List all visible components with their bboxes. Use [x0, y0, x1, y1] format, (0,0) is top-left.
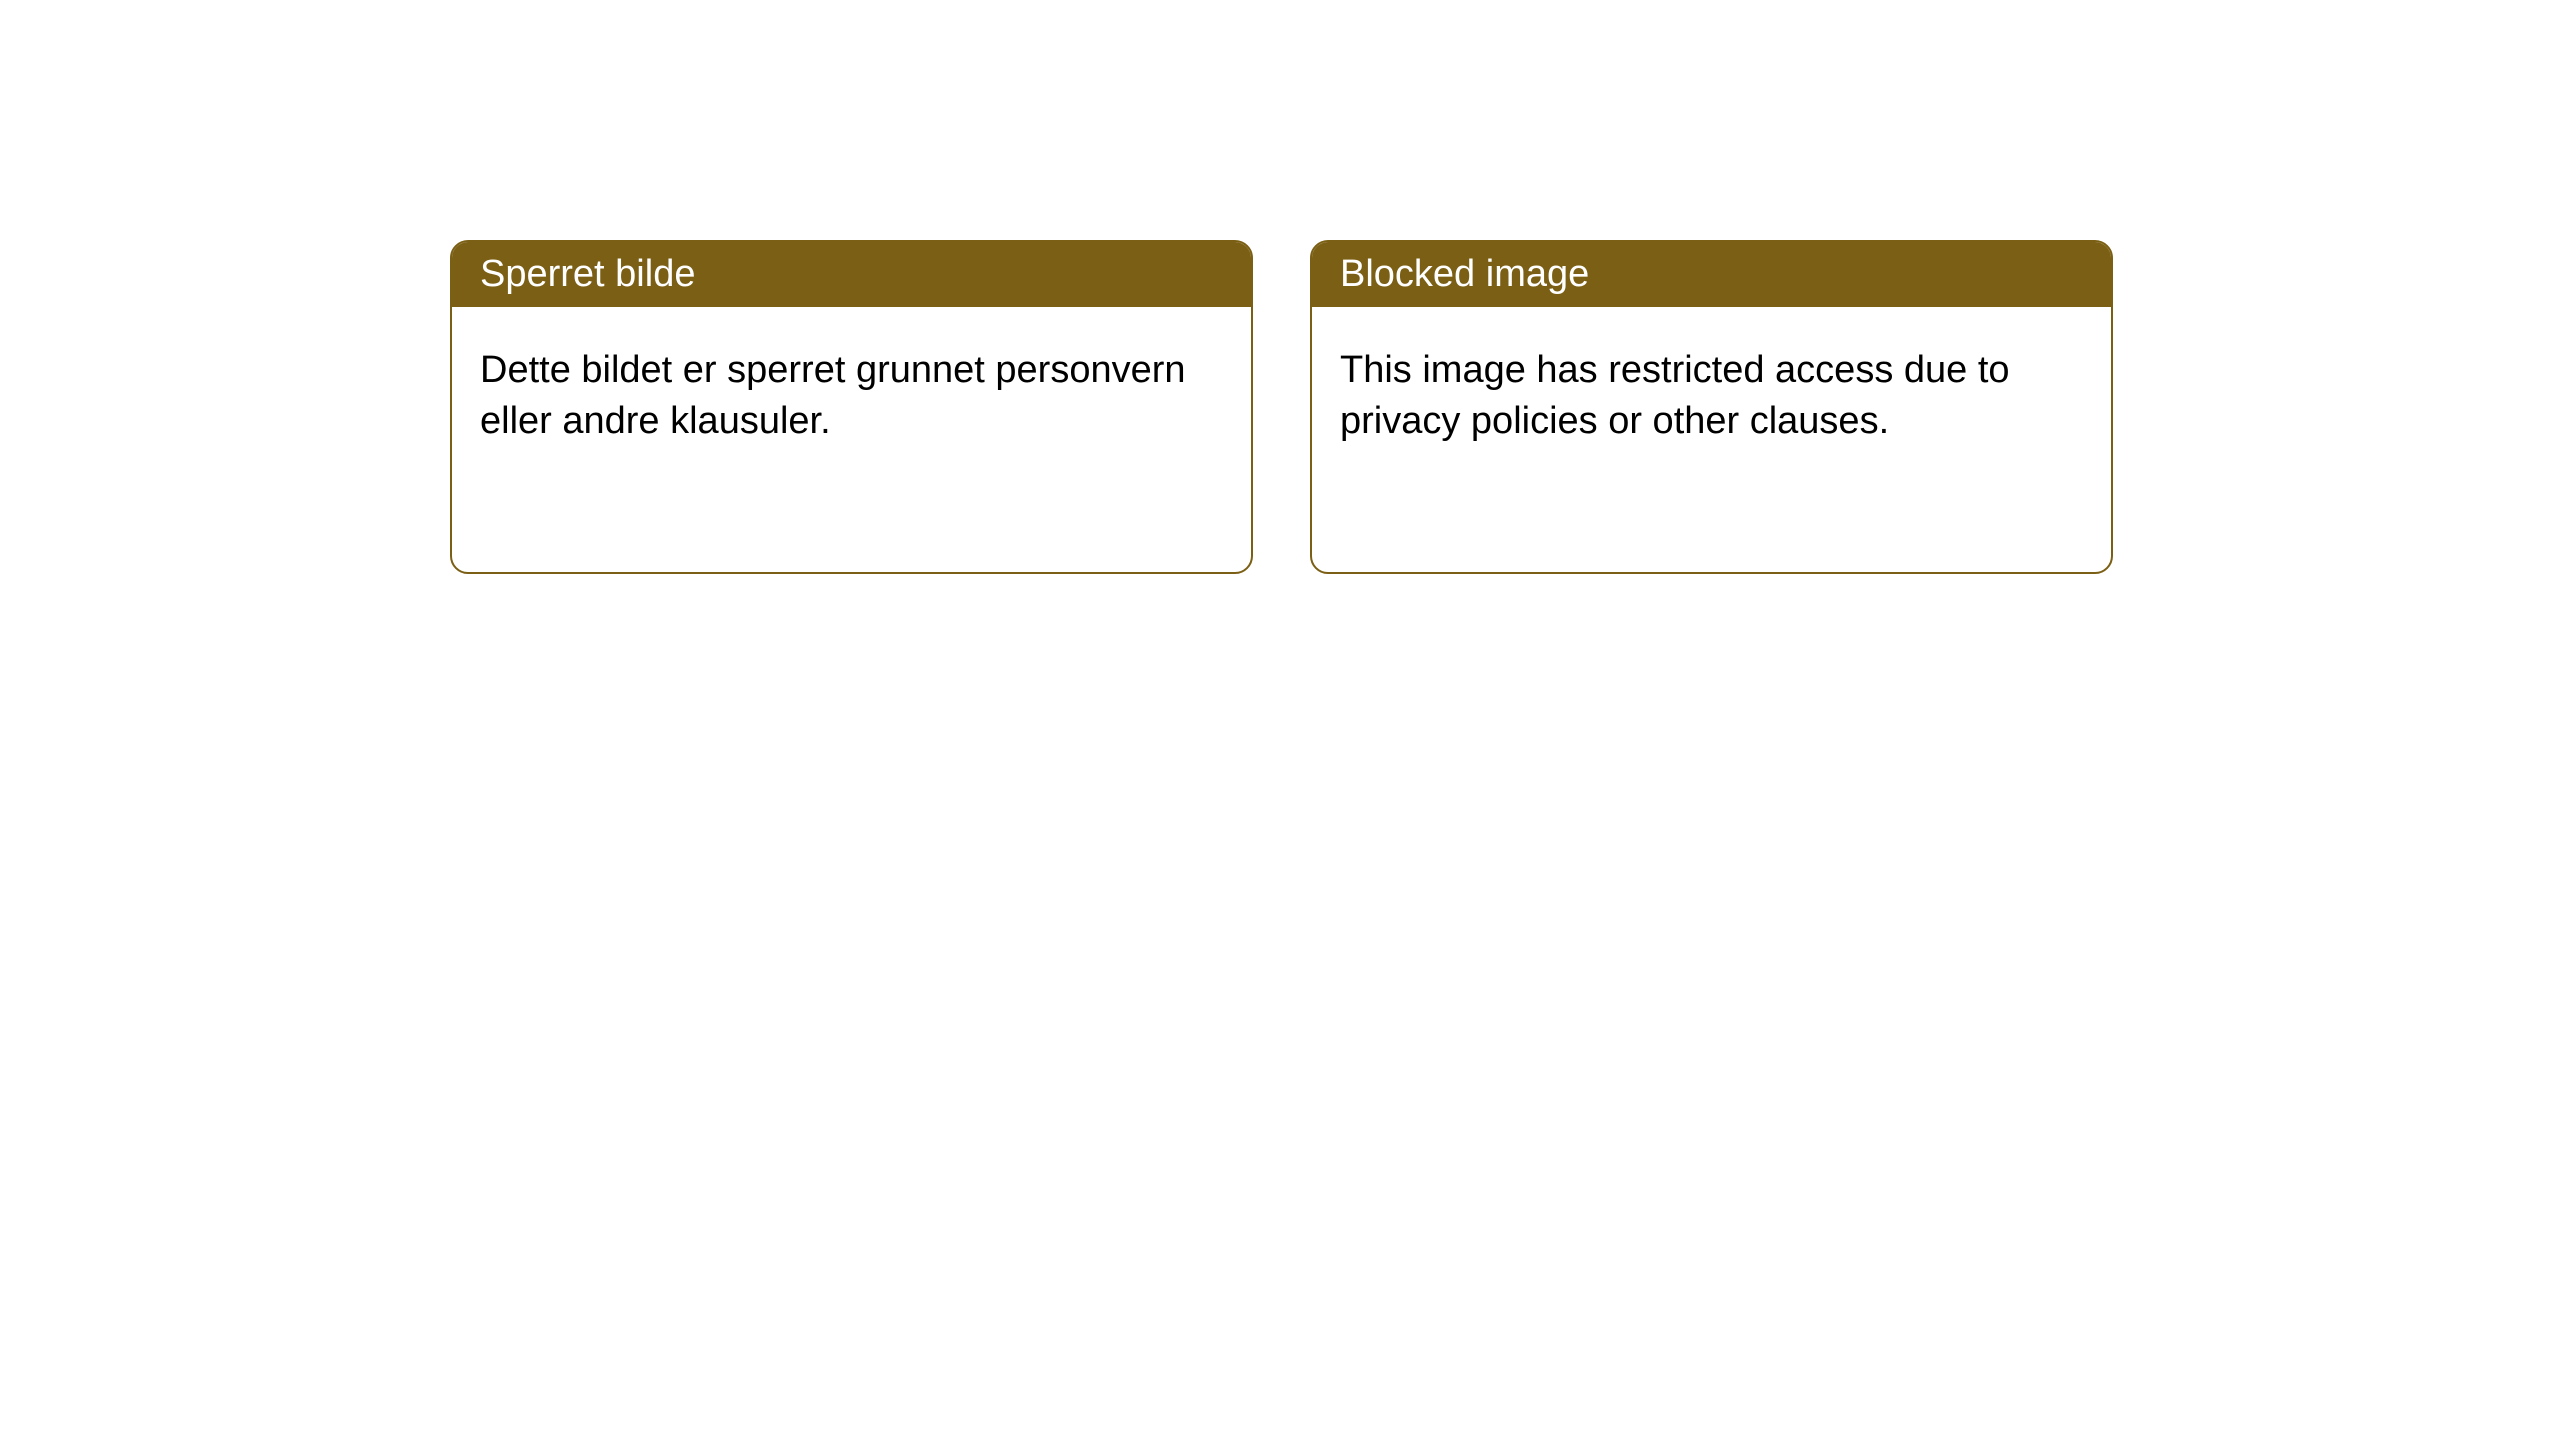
card-header: Sperret bilde [452, 242, 1251, 307]
card-body-text: Dette bildet er sperret grunnet personve… [480, 349, 1186, 442]
card-title: Sperret bilde [480, 253, 695, 295]
card-title: Blocked image [1340, 253, 1589, 295]
card-body: Dette bildet er sperret grunnet personve… [452, 307, 1251, 486]
card-body-text: This image has restricted access due to … [1340, 349, 2010, 442]
card-body: This image has restricted access due to … [1312, 307, 2111, 486]
notice-card-norwegian: Sperret bilde Dette bildet er sperret gr… [450, 240, 1253, 574]
notice-card-english: Blocked image This image has restricted … [1310, 240, 2113, 574]
card-header: Blocked image [1312, 242, 2111, 307]
notice-cards-container: Sperret bilde Dette bildet er sperret gr… [0, 0, 2560, 574]
